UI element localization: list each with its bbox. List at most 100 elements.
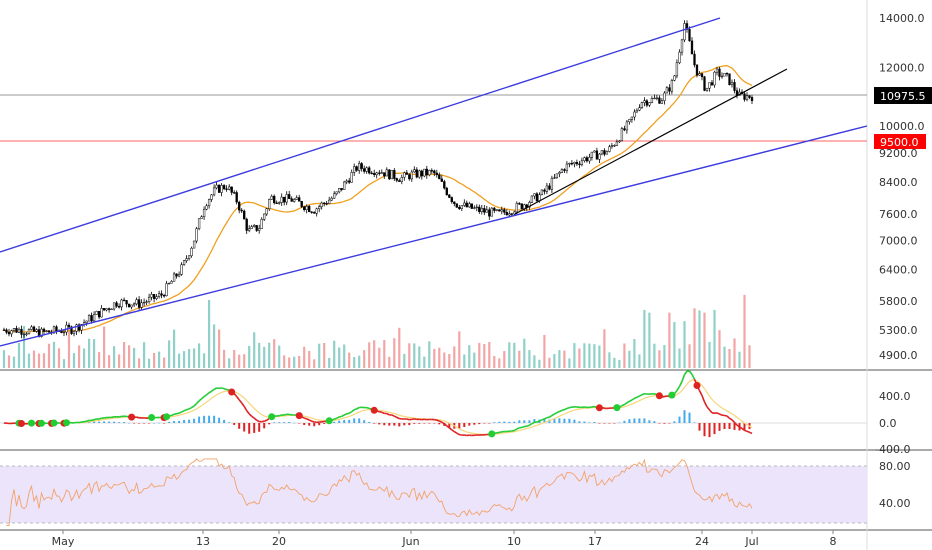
candle-body	[383, 172, 386, 177]
volume-bar	[588, 343, 591, 368]
candle-body	[22, 333, 26, 336]
macd-cross-marker	[38, 419, 45, 427]
candle-body	[105, 308, 108, 311]
macd-line	[3, 370, 753, 437]
volume-bar	[208, 300, 211, 368]
volume-bar	[668, 312, 671, 368]
candle-body	[533, 193, 536, 197]
candle-body	[363, 168, 366, 172]
candle-body	[530, 195, 534, 203]
volume-bar	[47, 343, 51, 368]
volume-bar	[418, 346, 421, 368]
candle-body	[368, 167, 371, 174]
volume-bar	[593, 344, 596, 368]
candle-body	[167, 282, 171, 285]
candle-body	[205, 205, 208, 210]
macd-histogram-bar	[283, 422, 286, 423]
candle-body	[295, 197, 298, 200]
candle-body	[45, 330, 48, 332]
macd-line-segment	[639, 394, 643, 397]
volume-bar	[523, 338, 526, 368]
volume-bar	[188, 349, 191, 368]
candle-body	[743, 93, 746, 100]
volume-bar	[453, 346, 456, 368]
candle-body	[708, 82, 711, 89]
volume-bar	[618, 359, 621, 368]
macd-histogram-bar	[293, 422, 296, 424]
macd-histogram-bar	[368, 421, 371, 423]
volume-bar	[268, 342, 271, 368]
candle-body	[273, 195, 276, 204]
candle-body	[565, 163, 569, 171]
volume-bar	[603, 329, 606, 368]
volume-bar	[323, 343, 326, 368]
candle-body	[195, 228, 198, 242]
volume-bars	[2, 294, 751, 368]
volume-bar	[473, 352, 476, 368]
time-tick-label: Jun	[401, 535, 419, 548]
candle-body	[503, 209, 506, 213]
candle-body	[418, 170, 421, 178]
volume-bar	[393, 338, 396, 368]
macd-line-segment	[641, 393, 645, 396]
volume-bar	[683, 321, 686, 368]
macd-histogram-bar	[628, 419, 631, 423]
volume-bar	[388, 356, 391, 368]
candle-body	[333, 193, 336, 199]
volume-bar	[353, 357, 356, 368]
macd-histogram-bar	[273, 422, 276, 423]
macd-cross-marker	[668, 391, 676, 399]
volume-bar	[608, 352, 611, 368]
volume-bar	[673, 322, 676, 368]
macd-line-segment	[379, 410, 382, 414]
volume-bar	[423, 356, 426, 368]
volume-bar	[203, 353, 206, 368]
candle-body	[395, 178, 398, 181]
trendline[interactable]	[514, 68, 788, 215]
candle-body	[585, 157, 589, 162]
volume-bar	[568, 358, 571, 368]
candle-body	[610, 145, 614, 147]
macd-histogram-bar	[278, 422, 281, 423]
macd-histogram-bar	[693, 422, 696, 423]
time-axis: May 13 20 Jun 10 17 24 Jul 8	[52, 530, 837, 548]
macd-line-segment	[183, 409, 187, 412]
candle-body	[355, 166, 358, 171]
macd-histogram-bar	[253, 423, 256, 433]
candle-body	[548, 185, 551, 190]
macd-line-segment	[266, 417, 270, 421]
macd-line-segment	[236, 396, 240, 401]
candle-body	[260, 219, 263, 229]
macd-cross-marker	[295, 412, 303, 420]
candle-body	[643, 100, 646, 103]
macd-histogram-bar	[318, 423, 321, 426]
volume-bar	[443, 352, 446, 368]
price-tick-label: 4900.0	[879, 349, 918, 362]
channel-upper-line[interactable]	[0, 17, 721, 253]
rsi-tick-label: 40.00	[879, 497, 911, 510]
volume-bar	[503, 351, 506, 368]
volume-bar	[488, 342, 491, 368]
macd-cross-marker	[693, 382, 701, 389]
time-tick-label: 24	[695, 535, 709, 548]
channel-lower-line[interactable]	[0, 125, 868, 347]
candle-body	[348, 180, 351, 183]
rsi-line	[6, 458, 753, 526]
macd-tick-label: 0.0	[879, 417, 897, 430]
candle-body	[185, 258, 188, 261]
volume-bar	[183, 351, 186, 368]
candle-body	[650, 98, 654, 103]
candle-body	[77, 324, 81, 331]
macd-line-segment	[459, 433, 462, 436]
macd-line-segment	[551, 413, 555, 417]
volume-bar	[698, 310, 701, 368]
candle-body	[215, 184, 218, 189]
volume-bar	[303, 346, 306, 368]
volume-bar	[343, 344, 346, 368]
candle-body	[233, 192, 236, 194]
macd-histogram-bar	[723, 423, 726, 429]
macd-line-segment	[241, 402, 245, 407]
candle-body	[370, 172, 373, 175]
candle-body	[680, 39, 684, 53]
